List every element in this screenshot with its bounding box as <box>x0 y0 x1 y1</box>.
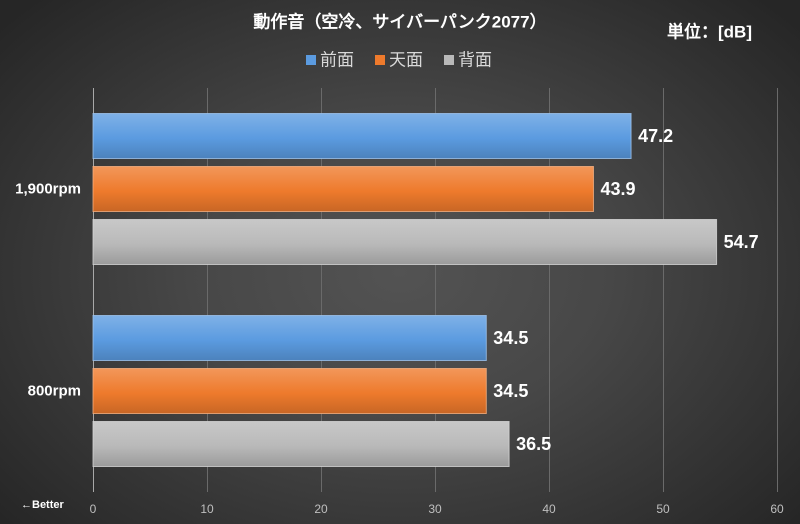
x-tick-label: 30 <box>428 502 442 516</box>
bar-series-2-category-1 <box>92 166 594 212</box>
x-tick-label: 0 <box>90 502 97 516</box>
x-tick-label: 50 <box>656 502 670 516</box>
legend: 前面 天面 背面 <box>306 51 492 70</box>
bar-series-3-category-1 <box>92 219 718 265</box>
chart-title: 動作音（空冷、サイバーパンク2077） <box>253 12 546 32</box>
category-label: 1,900rpm <box>15 181 81 198</box>
better-direction-note: ←Better <box>21 499 65 511</box>
bars <box>92 113 718 467</box>
data-label: 43.9 <box>600 179 635 199</box>
legend-label: 背面 <box>458 51 492 70</box>
bar-series-3-category-2 <box>92 421 510 467</box>
data-label: 36.5 <box>516 434 551 454</box>
data-label: 34.5 <box>493 381 528 401</box>
legend-label: 前面 <box>320 51 354 70</box>
legend-swatch <box>306 55 316 65</box>
x-tick-label: 20 <box>314 502 328 516</box>
x-tick-label: 60 <box>770 502 784 516</box>
data-label: 34.5 <box>493 328 528 348</box>
x-tick-label: 10 <box>200 502 214 516</box>
legend-swatch <box>444 55 454 65</box>
legend-item-3: 背面 <box>444 51 492 70</box>
legend-swatch <box>375 55 385 65</box>
legend-label: 天面 <box>389 51 423 70</box>
chart-labels: 0 10 20 30 40 50 60 1,900rpm 47.2 43.9 54.7 800rpm 3… <box>15 126 784 516</box>
bar-series-1-category-2 <box>92 315 487 361</box>
data-label: 47.2 <box>638 126 673 146</box>
data-label: 54.7 <box>724 232 759 252</box>
unit-label: 単位：[dB] <box>667 22 752 42</box>
bar-series-2-category-2 <box>92 368 487 414</box>
legend-item-2: 天面 <box>375 51 423 70</box>
category-label: 800rpm <box>28 383 81 400</box>
x-tick-label: 40 <box>542 502 556 516</box>
legend-item-1: 前面 <box>306 51 354 70</box>
bar-series-1-category-1 <box>92 113 632 159</box>
